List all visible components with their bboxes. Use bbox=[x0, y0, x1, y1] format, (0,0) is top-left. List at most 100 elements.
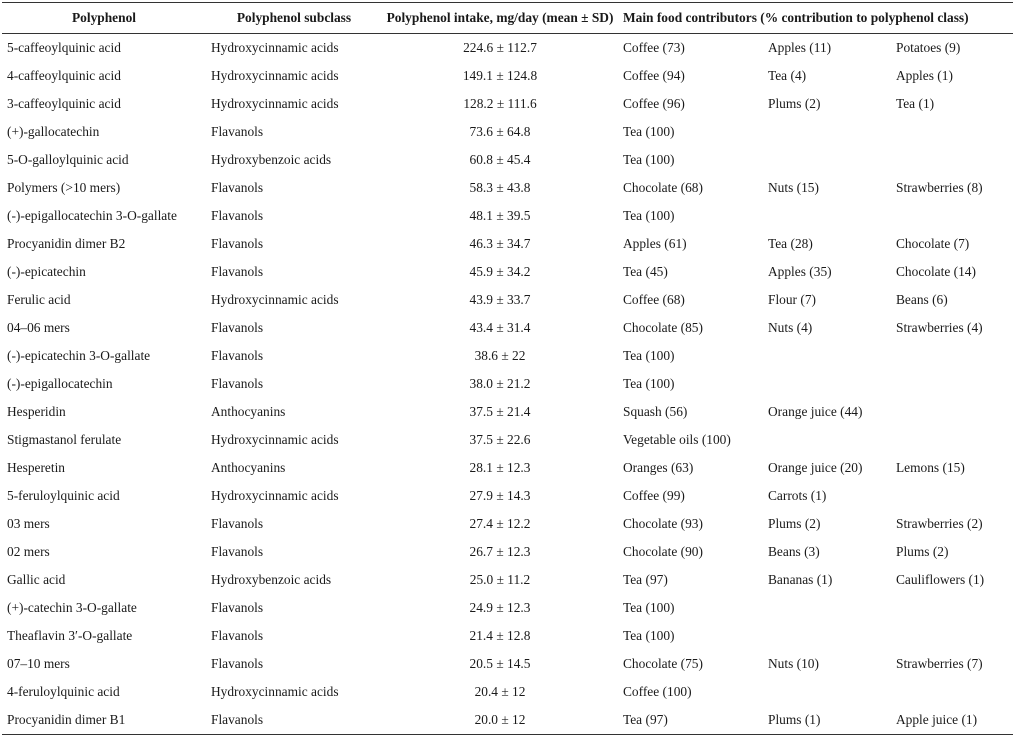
table-row: (-)-epigallocatechin Flavanols 38.0 ± 21.2… bbox=[2, 370, 1013, 398]
cell-polyphenol: Gallic acid bbox=[7, 572, 66, 587]
cell-intake: 38.0 ± 21.2 bbox=[469, 376, 531, 391]
cell-polyphenol: (+)-catechin 3-O-gallate bbox=[7, 600, 137, 615]
cell-food-contributor-2: Apples (11) bbox=[768, 40, 832, 55]
cell-food-contributor-2 bbox=[763, 622, 891, 650]
cell-food-contributor-1: Tea (100) bbox=[623, 124, 675, 139]
cell-food-contributor-3: Strawberries (2) bbox=[896, 516, 983, 531]
cell-food-contributor-1: Coffee (68) bbox=[623, 292, 685, 307]
table-row: (-)-epigallocatechin 3-O-gallate Flavanol… bbox=[2, 202, 1013, 230]
cell-food-contributor-3: Beans (6) bbox=[896, 292, 948, 307]
cell-food-contributor-3: Strawberries (4) bbox=[896, 320, 983, 335]
cell-food-contributor-1: Tea (100) bbox=[623, 152, 675, 167]
cell-intake: 24.9 ± 12.3 bbox=[469, 600, 531, 615]
cell-food-contributor-2: Beans (3) bbox=[768, 544, 820, 559]
cell-subclass: Flavanols bbox=[211, 208, 264, 223]
cell-food-contributor-3: Apples (1) bbox=[896, 68, 953, 83]
cell-intake: 45.9 ± 34.2 bbox=[469, 264, 531, 279]
cell-subclass: Hydroxybenzoic acids bbox=[211, 572, 332, 587]
cell-food-contributor-3 bbox=[891, 594, 1013, 622]
cell-food-contributor-1: Tea (100) bbox=[623, 348, 675, 363]
cell-food-contributor-2 bbox=[763, 678, 891, 706]
cell-food-contributor-1: Chocolate (68) bbox=[623, 180, 703, 195]
cell-food-contributor-3: Strawberries (8) bbox=[896, 180, 983, 195]
table-row: 5-caffeoylquinic acid Hydroxycinnamic aci… bbox=[2, 34, 1013, 63]
table-row: Hesperetin Anthocyanins 28.1 ± 12.3 Oranges… bbox=[2, 454, 1013, 482]
cell-food-contributor-2 bbox=[763, 370, 891, 398]
cell-food-contributor-2 bbox=[763, 426, 891, 454]
cell-intake: 27.9 ± 14.3 bbox=[469, 488, 531, 503]
cell-polyphenol: (-)-epigallocatechin 3-O-gallate bbox=[7, 208, 177, 223]
cell-food-contributor-2: Tea (28) bbox=[768, 236, 813, 251]
cell-intake: 21.4 ± 12.8 bbox=[469, 628, 531, 643]
cell-food-contributor-1: Tea (100) bbox=[623, 376, 675, 391]
cell-intake: 128.2 ± 111.6 bbox=[463, 96, 537, 111]
cell-food-contributor-3: Lemons (15) bbox=[896, 460, 965, 475]
cell-intake: 25.0 ± 11.2 bbox=[469, 572, 531, 587]
header-subclass: Polyphenol subclass bbox=[206, 2, 382, 34]
cell-intake: 58.3 ± 43.8 bbox=[469, 180, 531, 195]
cell-food-contributor-3: Potatoes (9) bbox=[896, 40, 961, 55]
cell-subclass: Flavanols bbox=[211, 236, 264, 251]
cell-food-contributor-3 bbox=[891, 398, 1013, 426]
cell-food-contributor-2 bbox=[763, 202, 891, 230]
cell-food-contributor-2: Plums (2) bbox=[768, 96, 821, 111]
header-row: Polyphenol Polyphenol subclass Polypheno… bbox=[2, 2, 1013, 34]
table-row: Hesperidin Anthocyanins 37.5 ± 21.4 Squash … bbox=[2, 398, 1013, 426]
cell-intake: 27.4 ± 12.2 bbox=[469, 516, 531, 531]
cell-subclass: Flavanols bbox=[211, 124, 264, 139]
cell-food-contributor-1: Chocolate (75) bbox=[623, 656, 703, 671]
cell-subclass: Flavanols bbox=[206, 706, 382, 735]
cell-intake: 149.1 ± 124.8 bbox=[462, 68, 538, 83]
cell-subclass: Hydroxycinnamic acids bbox=[211, 684, 339, 699]
cell-food-contributor-2: Nuts (15) bbox=[768, 180, 819, 195]
cell-food-contributor-1: Tea (100) bbox=[623, 628, 675, 643]
cell-polyphenol: 07–10 mers bbox=[7, 656, 70, 671]
cell-food-contributor-1: Oranges (63) bbox=[623, 460, 694, 475]
cell-subclass: Flavanols bbox=[211, 180, 264, 195]
cell-polyphenol: Stigmastanol ferulate bbox=[7, 432, 122, 447]
cell-food-contributor-1: Chocolate (90) bbox=[623, 544, 703, 559]
table-row: Stigmastanol ferulate Hydroxycinnamic aci… bbox=[2, 426, 1013, 454]
cell-polyphenol: 5-caffeoylquinic acid bbox=[7, 40, 121, 55]
cell-intake: 37.5 ± 22.6 bbox=[469, 432, 531, 447]
cell-food-contributor-2 bbox=[763, 146, 891, 174]
cell-food-contributor-2: Orange juice (20) bbox=[768, 460, 863, 475]
cell-polyphenol: 5-feruloylquinic acid bbox=[7, 488, 120, 503]
cell-food-contributor-2: Plums (1) bbox=[763, 706, 891, 735]
table-row: 07–10 mers Flavanols 20.5 ± 14.5 Chocolate … bbox=[2, 650, 1013, 678]
cell-subclass: Hydroxycinnamic acids bbox=[211, 292, 339, 307]
table-row: 3-caffeoylquinic acid Hydroxycinnamic aci… bbox=[2, 90, 1013, 118]
header-intake: Polyphenol intake, mg/day (mean ± SD) bbox=[382, 2, 618, 34]
cell-subclass: Anthocyanins bbox=[211, 460, 286, 475]
cell-food-contributor-2: Orange juice (44) bbox=[768, 404, 863, 419]
table-row: Gallic acid Hydroxybenzoic acids 25.0 ± 11… bbox=[2, 566, 1013, 594]
header-food-contributors: Main food contributors (% contribution t… bbox=[618, 2, 1013, 34]
cell-food-contributor-3: Tea (1) bbox=[896, 96, 935, 111]
cell-polyphenol: (-)-epicatechin bbox=[7, 264, 86, 279]
table-row: (+)-catechin 3-O-gallate Flavanols 24.9 ± … bbox=[2, 594, 1013, 622]
cell-polyphenol: Procyanidin dimer B1 bbox=[2, 706, 206, 735]
cell-food-contributor-3: Cauliflowers (1) bbox=[896, 572, 985, 587]
table-row: Polymers (>10 mers) Flavanols 58.3 ± 43.8 C… bbox=[2, 174, 1013, 202]
cell-food-contributor-1: Coffee (94) bbox=[623, 68, 685, 83]
table-body: 5-caffeoylquinic acid Hydroxycinnamic aci… bbox=[2, 34, 1013, 735]
cell-polyphenol: Theaflavin 3′-O-gallate bbox=[7, 628, 133, 643]
cell-food-contributor-3: Chocolate (14) bbox=[896, 264, 976, 279]
cell-subclass: Hydroxycinnamic acids bbox=[211, 40, 339, 55]
cell-food-contributor-1: Tea (100) bbox=[623, 600, 675, 615]
table-row: Procyanidin dimer B2 Flavanols 46.3 ± 34.7… bbox=[2, 230, 1013, 258]
cell-intake: 43.4 ± 31.4 bbox=[469, 320, 531, 335]
cell-food-contributor-3 bbox=[891, 202, 1013, 230]
cell-food-contributor-2: Nuts (10) bbox=[768, 656, 819, 671]
cell-food-contributor-1: Coffee (99) bbox=[623, 488, 685, 503]
cell-food-contributor-1: Coffee (96) bbox=[623, 96, 685, 111]
cell-subclass: Flavanols bbox=[211, 348, 264, 363]
cell-food-contributor-2 bbox=[763, 594, 891, 622]
cell-subclass: Hydroxycinnamic acids bbox=[211, 96, 339, 111]
cell-subclass: Flavanols bbox=[211, 544, 264, 559]
cell-food-contributor-1: Vegetable oils (100) bbox=[623, 432, 731, 447]
cell-intake: 20.0 ± 12 bbox=[382, 706, 618, 735]
cell-food-contributor-2: Apples (35) bbox=[768, 264, 832, 279]
cell-food-contributor-1: Chocolate (93) bbox=[623, 516, 703, 531]
cell-food-contributor-1: Tea (45) bbox=[623, 264, 668, 279]
